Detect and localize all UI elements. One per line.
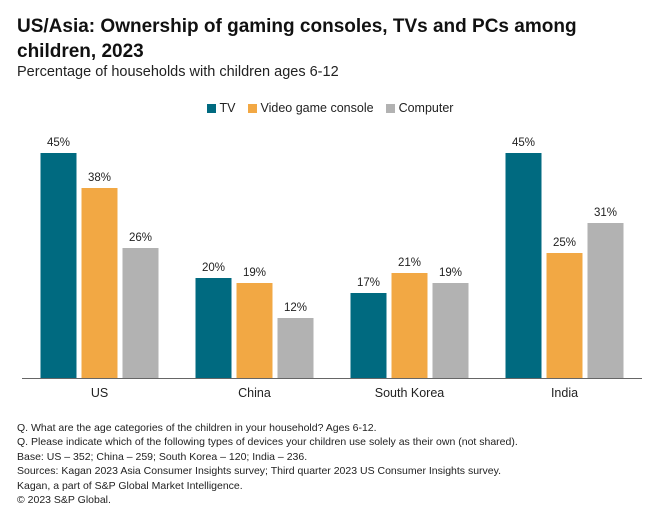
legend-label-computer: Computer — [398, 101, 454, 115]
bar-video-game-console — [236, 283, 273, 378]
legend-swatch-computer — [385, 103, 395, 113]
footnote-line: Q. Please indicate which of the followin… — [17, 436, 518, 449]
data-label: 20% — [202, 262, 225, 274]
data-label: 21% — [398, 257, 421, 269]
data-label: 19% — [439, 267, 462, 279]
data-label: 26% — [129, 232, 152, 244]
footnote-line: © 2023 S&P Global. — [17, 494, 111, 507]
data-label: 25% — [553, 237, 576, 249]
footnote-line: Base: US – 352; China – 259; South Korea… — [17, 450, 308, 463]
chart-title: US/Asia: Ownership of gaming consoles, T… — [17, 16, 577, 62]
x-tick-label: India — [551, 386, 578, 400]
bar-video-game-console — [546, 253, 583, 378]
legend-item-tv: TV — [206, 101, 236, 115]
data-label: 38% — [88, 172, 111, 184]
bar-tv — [40, 153, 77, 378]
x-tick-label: China — [238, 386, 271, 400]
data-label: 19% — [243, 267, 266, 279]
footnote-line: Sources: Kagan 2023 Asia Consumer Insigh… — [17, 465, 502, 478]
footnotes: Q. What are the age categories of the ch… — [17, 421, 518, 507]
data-label: 12% — [284, 302, 307, 314]
bar-video-game-console — [81, 188, 118, 378]
bar-computer — [277, 318, 314, 378]
legend: TV Video game console Computer — [0, 101, 660, 115]
bar-video-game-console — [391, 273, 428, 378]
legend-item-computer: Computer — [385, 101, 454, 115]
bar-computer — [432, 283, 469, 378]
bar-tv — [505, 153, 542, 378]
bar-tv — [195, 278, 232, 378]
legend-swatch-tv — [206, 103, 216, 113]
x-tick-label: South Korea — [375, 386, 445, 400]
bar-computer — [122, 248, 159, 378]
footnote-line: Kagan, a part of S&P Global Market Intel… — [17, 479, 243, 492]
bar-tv — [350, 293, 387, 378]
data-label: 17% — [357, 277, 380, 289]
data-label: 45% — [512, 137, 535, 149]
legend-label-tv: TV — [219, 101, 236, 115]
legend-label-console: Video game console — [260, 101, 374, 115]
legend-swatch-console — [247, 103, 257, 113]
data-label: 45% — [47, 137, 70, 149]
chart-subtitle: Percentage of households with children a… — [17, 64, 339, 80]
bar-computer — [587, 223, 624, 378]
data-label: 31% — [594, 207, 617, 219]
footnote-line: Q. What are the age categories of the ch… — [17, 422, 377, 434]
x-tick-label: US — [91, 386, 108, 400]
legend-item-console: Video game console — [247, 101, 374, 115]
